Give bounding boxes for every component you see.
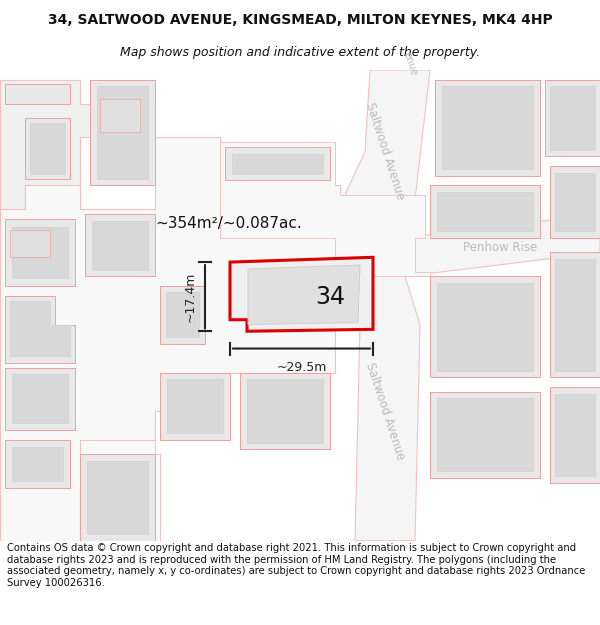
Polygon shape: [555, 394, 595, 476]
Polygon shape: [160, 372, 230, 440]
Polygon shape: [550, 86, 595, 150]
Text: Saltwood Avenue: Saltwood Avenue: [363, 101, 407, 202]
Polygon shape: [5, 296, 75, 363]
Text: Penhow Rise: Penhow Rise: [463, 241, 537, 254]
Polygon shape: [167, 379, 223, 433]
Polygon shape: [240, 372, 330, 449]
Polygon shape: [220, 142, 430, 286]
Polygon shape: [437, 283, 533, 371]
Text: enue: enue: [401, 51, 419, 77]
Polygon shape: [12, 226, 68, 278]
Text: Saltwood Avenue: Saltwood Avenue: [363, 361, 407, 461]
Text: 34, SALTWOOD AVENUE, KINGSMEAD, MILTON KEYNES, MK4 4HP: 34, SALTWOOD AVENUE, KINGSMEAD, MILTON K…: [47, 12, 553, 27]
Polygon shape: [10, 301, 70, 356]
Text: 34: 34: [316, 285, 346, 309]
Polygon shape: [92, 221, 148, 270]
Polygon shape: [225, 147, 330, 181]
Polygon shape: [430, 392, 540, 478]
Polygon shape: [5, 440, 70, 488]
Polygon shape: [12, 446, 63, 481]
Polygon shape: [232, 154, 323, 174]
Polygon shape: [5, 219, 75, 286]
Polygon shape: [435, 79, 540, 176]
Polygon shape: [12, 374, 68, 424]
Polygon shape: [85, 214, 155, 276]
Polygon shape: [97, 86, 148, 179]
Polygon shape: [550, 166, 600, 238]
Polygon shape: [550, 253, 600, 378]
Polygon shape: [80, 440, 160, 541]
Polygon shape: [555, 259, 595, 371]
Polygon shape: [437, 192, 533, 231]
Polygon shape: [430, 276, 540, 378]
Polygon shape: [5, 368, 75, 430]
Polygon shape: [5, 84, 70, 104]
Polygon shape: [87, 461, 148, 534]
Polygon shape: [437, 399, 533, 471]
Polygon shape: [247, 379, 323, 442]
Text: ~17.4m: ~17.4m: [184, 271, 197, 322]
Polygon shape: [160, 286, 205, 344]
Polygon shape: [30, 123, 65, 174]
Polygon shape: [80, 454, 155, 541]
Polygon shape: [0, 79, 155, 209]
Polygon shape: [545, 79, 600, 156]
Polygon shape: [550, 387, 600, 483]
Text: Map shows position and indicative extent of the property.: Map shows position and indicative extent…: [120, 46, 480, 59]
Polygon shape: [248, 265, 360, 324]
Polygon shape: [10, 231, 50, 258]
Polygon shape: [25, 118, 70, 179]
Polygon shape: [90, 79, 155, 185]
Text: ~354m²/~0.087ac.: ~354m²/~0.087ac.: [155, 216, 302, 231]
Polygon shape: [166, 292, 199, 337]
Polygon shape: [335, 214, 600, 274]
Polygon shape: [430, 185, 540, 238]
Polygon shape: [100, 99, 140, 132]
Text: ~29.5m: ~29.5m: [277, 361, 326, 374]
Text: Contains OS data © Crown copyright and database right 2021. This information is : Contains OS data © Crown copyright and d…: [7, 543, 586, 588]
Polygon shape: [230, 258, 373, 331]
Polygon shape: [335, 70, 430, 541]
Polygon shape: [0, 138, 340, 541]
Polygon shape: [442, 86, 533, 169]
Polygon shape: [555, 173, 595, 231]
